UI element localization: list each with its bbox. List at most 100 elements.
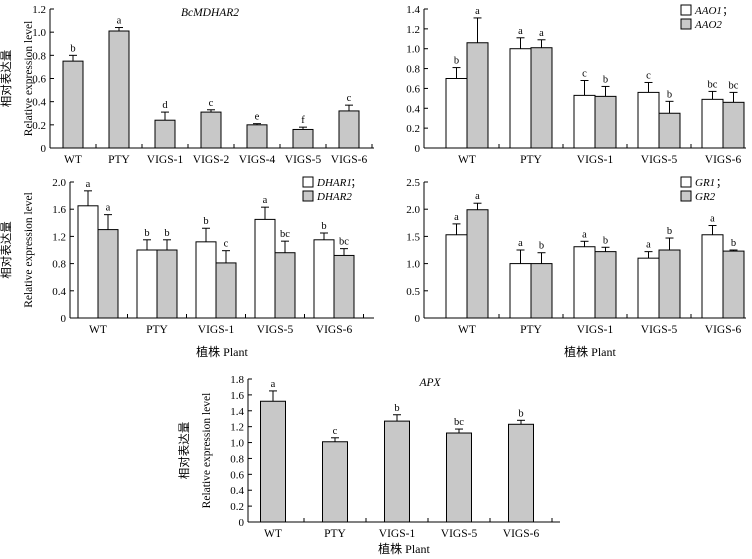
x-tick-label: VIGS-1 bbox=[198, 324, 235, 336]
bar bbox=[260, 400, 286, 523]
y-tick-label: 0.2 bbox=[230, 501, 244, 513]
bar bbox=[509, 48, 532, 149]
bar bbox=[509, 263, 532, 319]
x-tick-label: VIGS-5 bbox=[641, 324, 678, 336]
chart-4: 0 0.5 1.0 1.5 2.0 2.5 WT a a PTY a b VIGS-1 a b VIGS-5 a… bbox=[406, 176, 746, 359]
significance-letter: a bbox=[539, 28, 544, 39]
significance-letter: a bbox=[475, 191, 480, 202]
bar bbox=[445, 78, 468, 149]
bar bbox=[658, 249, 681, 319]
y-axis-label-en: Relative expression level bbox=[23, 21, 35, 137]
significance-letter: c bbox=[646, 70, 651, 81]
bar bbox=[594, 251, 617, 319]
bar bbox=[722, 101, 745, 149]
significance-letter: b bbox=[321, 221, 326, 232]
bar bbox=[445, 234, 468, 319]
x-tick-label: VIGS-2 bbox=[193, 154, 230, 166]
y-tick-label: 0.8 bbox=[52, 259, 66, 271]
chart-5: 0 0.2 0.4 0.6 0.8 1.0 1.2 1.4 1.6 1.8 WT a PTY c VIGS-… bbox=[177, 374, 560, 556]
significance-letter: c bbox=[224, 239, 229, 250]
bar bbox=[274, 252, 296, 319]
bar bbox=[530, 47, 553, 149]
bar bbox=[254, 218, 276, 319]
y-tick-label: 1.0 bbox=[406, 259, 420, 271]
significance-letter: a bbox=[646, 240, 651, 251]
legend-separator: ； bbox=[716, 177, 727, 189]
bar bbox=[195, 241, 217, 319]
x-tick-label: VIGS-1 bbox=[147, 154, 184, 166]
bar bbox=[594, 95, 617, 149]
y-tick-label: 2.0 bbox=[52, 177, 66, 189]
x-tick-label: VIGS-4 bbox=[239, 154, 276, 166]
significance-letter: a bbox=[117, 16, 122, 27]
legend-label: GR1 bbox=[695, 177, 715, 189]
significance-letter: a bbox=[86, 179, 91, 190]
significance-letter: b bbox=[518, 408, 523, 419]
y-axis-label-cn: 相对表达量 bbox=[0, 50, 13, 108]
significance-letter: a bbox=[263, 195, 268, 206]
significance-letter: a bbox=[518, 26, 523, 37]
bar bbox=[573, 94, 596, 149]
x-tick-label: VIGS-6 bbox=[705, 324, 742, 336]
y-axis-label-en: Relative expression level bbox=[201, 393, 213, 509]
significance-letter: bc bbox=[729, 80, 739, 91]
legend-swatch bbox=[680, 190, 692, 202]
bar bbox=[466, 42, 489, 149]
bar bbox=[246, 124, 268, 149]
significance-letter: b bbox=[539, 241, 544, 252]
bar bbox=[136, 249, 158, 319]
y-tick-label: 0.5 bbox=[406, 286, 420, 298]
x-tick-label: WT bbox=[64, 154, 82, 166]
bar bbox=[573, 246, 596, 319]
y-tick-label: 1.0 bbox=[406, 44, 420, 56]
significance-letter: b bbox=[394, 403, 399, 414]
bar bbox=[722, 250, 745, 319]
bar bbox=[313, 239, 335, 319]
significance-letter: bc bbox=[454, 417, 464, 428]
x-tick-label: VIGS-1 bbox=[577, 324, 614, 336]
x-tick-label: VIGS-5 bbox=[285, 154, 322, 166]
significance-letter: b bbox=[70, 43, 75, 54]
y-tick-label: 0 bbox=[239, 517, 245, 529]
y-tick-label: 0.8 bbox=[406, 64, 420, 76]
significance-letter: bc bbox=[708, 79, 718, 90]
bar bbox=[637, 257, 660, 319]
y-tick-label: 0 bbox=[415, 313, 421, 325]
x-tick-label: VIGS-6 bbox=[331, 154, 368, 166]
bar bbox=[446, 432, 472, 523]
bar bbox=[466, 209, 489, 319]
legend-swatch bbox=[680, 18, 692, 30]
y-tick-label: 0.2 bbox=[406, 123, 420, 135]
y-tick-label: 0.4 bbox=[52, 286, 66, 298]
significance-letter: c bbox=[582, 68, 587, 79]
x-axis-label: 植株 Plant bbox=[564, 344, 616, 359]
x-tick-label: VIGS-5 bbox=[441, 528, 478, 540]
legend-swatch bbox=[680, 4, 692, 16]
legend-label: DHAR2 bbox=[316, 191, 352, 203]
bar bbox=[384, 420, 410, 523]
y-tick-label: 0.6 bbox=[230, 469, 244, 481]
significance-letter: c bbox=[333, 426, 338, 437]
chart-title: BcMDHAR2 bbox=[181, 7, 239, 19]
y-axis-label-en: Relative expression level bbox=[23, 192, 35, 308]
bar bbox=[508, 423, 534, 523]
significance-letter: bc bbox=[280, 229, 290, 240]
significance-letter: a bbox=[518, 238, 523, 249]
x-tick-label: VIGS-1 bbox=[379, 528, 416, 540]
y-tick-label: 0.8 bbox=[32, 50, 46, 62]
y-tick-label: 1.2 bbox=[230, 422, 244, 434]
significance-letter: a bbox=[710, 214, 715, 225]
significance-letter: b bbox=[603, 235, 608, 246]
legend-separator: ； bbox=[722, 5, 733, 17]
significance-letter: b bbox=[667, 226, 672, 237]
y-tick-label: 1.5 bbox=[406, 231, 420, 243]
bar bbox=[333, 254, 355, 319]
bar bbox=[200, 111, 222, 149]
significance-letter: b bbox=[603, 74, 608, 85]
x-tick-label: VIGS-6 bbox=[705, 154, 742, 166]
x-tick-label: VIGS-5 bbox=[257, 324, 294, 336]
legend-swatch bbox=[302, 190, 314, 202]
legend-separator: ； bbox=[351, 177, 362, 189]
x-tick-label: VIGS-5 bbox=[641, 154, 678, 166]
